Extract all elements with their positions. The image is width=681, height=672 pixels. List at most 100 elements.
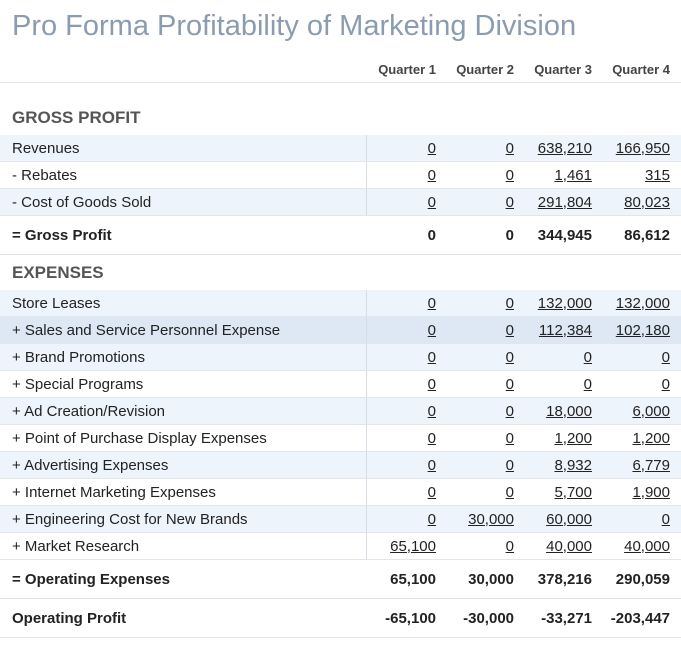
cell: -203,447 xyxy=(601,599,679,637)
input-value[interactable]: 0 xyxy=(427,402,436,420)
input-value[interactable]: 0 xyxy=(427,483,436,501)
input-value[interactable]: 0 xyxy=(427,321,436,339)
total-value: -203,447 xyxy=(610,609,670,627)
cell: 112,384 xyxy=(523,317,601,343)
input-value[interactable]: 291,804 xyxy=(537,193,592,211)
total-value: -30,000 xyxy=(463,609,514,627)
cell: 30,000 xyxy=(445,506,523,532)
row-label: + Market Research xyxy=(0,533,367,559)
input-value[interactable]: 0 xyxy=(505,456,514,474)
cell: 0 xyxy=(367,290,445,316)
input-value[interactable]: 0 xyxy=(427,456,436,474)
input-value[interactable]: 0 xyxy=(505,294,514,312)
input-value[interactable]: 102,180 xyxy=(615,321,670,339)
input-value[interactable]: 65,100 xyxy=(390,537,436,555)
cell: 0 xyxy=(367,162,445,188)
input-value[interactable]: 0 xyxy=(427,193,436,211)
input-value[interactable]: 0 xyxy=(505,348,514,366)
cell: 30,000 xyxy=(445,560,523,598)
input-value[interactable]: 0 xyxy=(505,429,514,447)
input-value[interactable]: 0 xyxy=(661,348,670,366)
input-value[interactable]: 60,000 xyxy=(546,510,592,528)
total-value: 378,216 xyxy=(537,570,592,588)
row-label: + Point of Purchase Display Expenses xyxy=(0,425,367,451)
input-value[interactable]: 0 xyxy=(505,166,514,184)
input-value[interactable]: 1,461 xyxy=(554,166,592,184)
input-value[interactable]: 0 xyxy=(427,348,436,366)
input-value[interactable]: 638,210 xyxy=(537,139,592,157)
row-label: + Sales and Service Personnel Expense xyxy=(0,317,367,343)
cell: 0 xyxy=(601,371,679,397)
input-value[interactable]: 40,000 xyxy=(546,537,592,555)
input-value[interactable]: 112,384 xyxy=(538,321,592,339)
input-value[interactable]: 0 xyxy=(427,139,436,157)
input-value[interactable]: 0 xyxy=(505,375,514,393)
cell: 1,900 xyxy=(601,479,679,505)
input-value[interactable]: 315 xyxy=(644,166,670,184)
input-value[interactable]: 0 xyxy=(661,510,670,528)
input-value[interactable]: 132,000 xyxy=(537,294,592,312)
cell: 65,100 xyxy=(367,560,445,598)
cell: 0 xyxy=(367,216,445,254)
cell: 0 xyxy=(601,344,679,370)
row-label: + Ad Creation/Revision xyxy=(0,398,367,424)
input-value[interactable]: 0 xyxy=(505,139,514,157)
cell: 638,210 xyxy=(523,135,601,161)
row-label: + Special Programs xyxy=(0,371,367,397)
input-value[interactable]: 1,900 xyxy=(632,483,670,501)
cell: 0 xyxy=(445,479,523,505)
row-label: + Brand Promotions xyxy=(0,344,367,370)
input-value[interactable]: 0 xyxy=(583,375,592,393)
input-value[interactable]: 40,000 xyxy=(624,537,670,555)
input-value[interactable]: 0 xyxy=(505,321,514,339)
cell: 166,950 xyxy=(601,135,679,161)
input-value[interactable]: 5,700 xyxy=(554,483,592,501)
cell: 0 xyxy=(367,371,445,397)
input-value[interactable]: 1,200 xyxy=(632,429,670,447)
row-label: - Cost of Goods Sold xyxy=(0,189,367,215)
input-value[interactable]: 0 xyxy=(427,510,436,528)
input-value[interactable]: 80,023 xyxy=(624,193,670,211)
cell: 0 xyxy=(445,533,523,559)
input-value[interactable]: 0 xyxy=(505,402,514,420)
data-row: Revenues 0 0 638,210 166,950 xyxy=(0,135,681,162)
data-row: + Brand Promotions 0 0 0 0 xyxy=(0,344,681,371)
input-value[interactable]: 0 xyxy=(505,483,514,501)
input-value[interactable]: 0 xyxy=(427,294,436,312)
input-value[interactable]: 0 xyxy=(661,375,670,393)
input-value[interactable]: 1,200 xyxy=(554,429,592,447)
cell: 0 xyxy=(367,189,445,215)
total-value: 0 xyxy=(505,226,514,244)
row-label: Operating Profit xyxy=(12,609,127,627)
cell: 18,000 xyxy=(523,398,601,424)
data-row: + Advertising Expenses 0 0 8,932 6,779 xyxy=(0,452,681,479)
input-value[interactable]: 132,000 xyxy=(615,294,670,312)
cell: 102,180 xyxy=(601,317,679,343)
input-value[interactable]: 6,000 xyxy=(632,402,670,420)
input-value[interactable]: 18,000 xyxy=(546,402,592,420)
input-value[interactable]: 0 xyxy=(505,193,514,211)
input-value[interactable]: 0 xyxy=(427,166,436,184)
page-title: Pro Forma Profitability of Marketing Div… xyxy=(12,10,577,42)
input-value[interactable]: 6,779 xyxy=(632,456,670,474)
cell: 5,700 xyxy=(523,479,601,505)
input-value[interactable]: 0 xyxy=(427,375,436,393)
input-value[interactable]: 30,000 xyxy=(468,510,514,528)
total-value: -33,271 xyxy=(541,609,592,627)
cell: 290,059 xyxy=(601,560,679,598)
input-value[interactable]: 0 xyxy=(583,348,592,366)
row-label: = Operating Expenses xyxy=(12,570,170,588)
total-row: = Gross Profit 0 0 344,945 86,612 xyxy=(0,216,681,255)
cell: 6,000 xyxy=(601,398,679,424)
total-value: 30,000 xyxy=(468,570,514,588)
data-row: Store Leases 0 0 132,000 132,000 xyxy=(0,290,681,317)
column-header: Quarter 2 xyxy=(456,61,514,77)
input-value[interactable]: 8,932 xyxy=(554,456,592,474)
total-value: 344,945 xyxy=(537,226,592,244)
input-value[interactable]: 166,950 xyxy=(615,139,670,157)
row-label: - Rebates xyxy=(0,162,367,188)
input-value[interactable]: 0 xyxy=(427,429,436,447)
input-value[interactable]: 0 xyxy=(505,537,514,555)
cell: 344,945 xyxy=(523,216,601,254)
